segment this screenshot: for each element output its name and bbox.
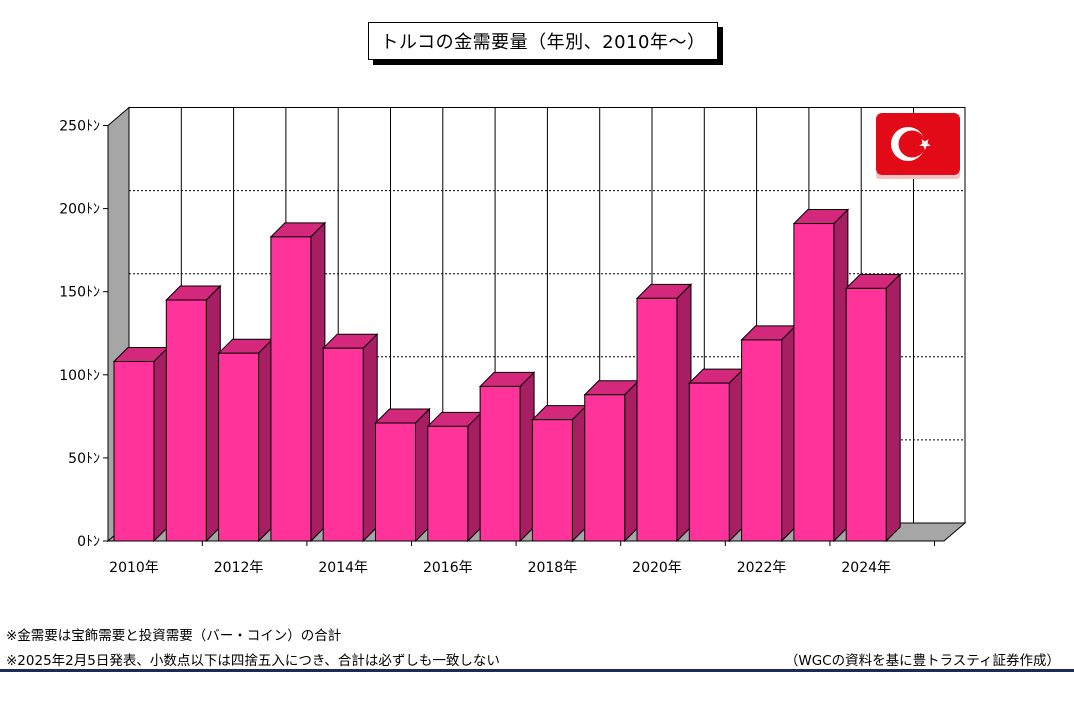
bar-2014 [322, 347, 364, 542]
y-tick-label: 150ﾄﾝ [59, 285, 100, 301]
chart-title-text: トルコの金需要量（年別、2010年～） [380, 32, 706, 53]
bar-2020 [636, 297, 678, 542]
bar-2018 [531, 419, 573, 542]
y-tick-label: 50ﾄﾝ [68, 451, 100, 467]
x-tick-label: 2014年 [318, 560, 368, 576]
chart-title: トルコの金需要量（年別、2010年～） [368, 22, 718, 60]
bar-chart: 0ﾄﾝ 50ﾄﾝ 100ﾄﾝ 150ﾄﾝ 200ﾄﾝ 250ﾄﾝ 2010年 2012年 201… [59, 106, 967, 576]
x-tick-label: 2010年 [109, 560, 159, 576]
y-tick-label: 0ﾄﾝ [77, 534, 100, 550]
note-line-2: ※2025年2月5日発表、小数点以下は四捨五入につき、合計は必ずしも一致しない [6, 653, 500, 669]
y-tick-label: 200ﾄﾝ [59, 202, 100, 218]
bar-2013 [270, 236, 312, 542]
bar-2019 [584, 394, 626, 542]
bar-2022 [741, 339, 783, 542]
bar-2024 [845, 287, 887, 542]
flag-crescent-inner [898, 130, 926, 158]
bar-side-2024 [885, 273, 901, 543]
flag-star [919, 139, 931, 150]
note-line-1: ※金需要は宝飾需要と投資需要（バー・コイン）の合計 [6, 628, 342, 644]
source-credit: （WGCの資料を基に豊トラスティ証券作成） [784, 653, 1060, 669]
bar-2012 [218, 352, 260, 542]
bar-2015 [375, 422, 416, 542]
y-tick-label: 100ﾄﾝ [59, 368, 100, 384]
x-tick-label: 2020年 [632, 560, 682, 576]
bar-2017 [479, 385, 521, 542]
bar-2016 [427, 425, 469, 542]
bar-2010 [113, 361, 155, 542]
bar-2023 [793, 223, 835, 542]
x-tick-label: 2016年 [423, 560, 473, 576]
x-tick-label: 2012年 [214, 560, 264, 576]
y-tick-label: 250ﾄﾝ [59, 119, 100, 135]
x-tick-label: 2018年 [528, 560, 578, 576]
x-tick-label: 2024年 [841, 560, 891, 576]
x-tick-label: 2022年 [737, 560, 787, 576]
bar-2011 [165, 299, 207, 542]
footer-rule [0, 669, 1074, 672]
bar-2021 [688, 382, 730, 542]
